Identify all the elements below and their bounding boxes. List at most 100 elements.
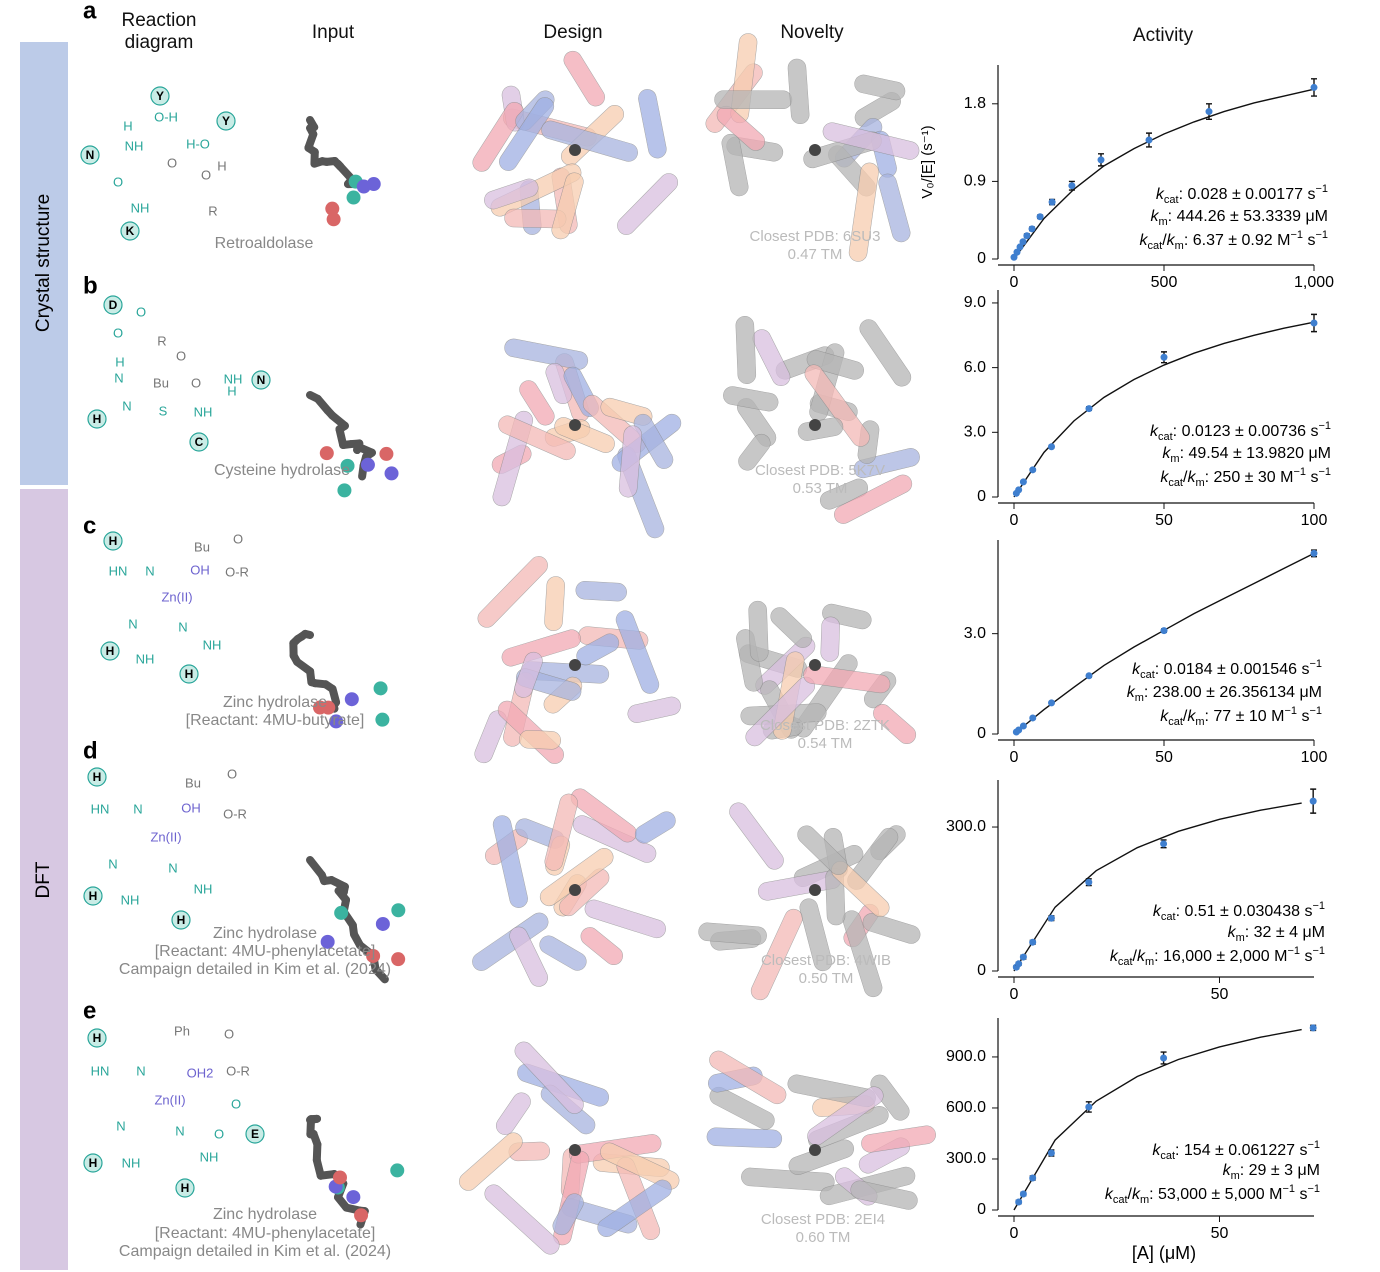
helix: [472, 101, 524, 172]
helix: [544, 793, 578, 871]
atom-label: NH: [131, 200, 150, 215]
annotation-run: m: [1159, 216, 1168, 228]
residue-badge: [83, 886, 103, 906]
helix: [709, 1086, 775, 1130]
annotation-run: m: [1195, 716, 1204, 728]
atom-label: O: [231, 1096, 241, 1111]
kinetic-annotation: kcat/km: 250 ± 30 M−1 s−1: [1160, 466, 1331, 489]
panel: d Zinc hydrolase[Reactant: 4MU-phenylacet…: [83, 737, 921, 1001]
helix: [770, 607, 813, 648]
residue-letter: Y: [156, 89, 164, 103]
residue-letter: D: [109, 298, 118, 312]
x-tick-label: 0: [1010, 512, 1019, 529]
x-tick-label: 50: [1155, 749, 1173, 766]
data-point: [1310, 319, 1318, 327]
annotation-run: k: [1110, 948, 1119, 965]
helix: [615, 610, 660, 694]
residue-badge: [120, 221, 140, 241]
annotation-run: k: [1160, 469, 1169, 486]
annotation-run: /: [1133, 948, 1138, 965]
atom-label: O: [136, 304, 146, 319]
panel: c Zinc hydrolase[Reactant: 4MU-butyrate] C…: [83, 512, 917, 764]
residue-badge: [179, 664, 199, 684]
helix: [477, 556, 548, 628]
ligand: [569, 144, 581, 156]
input-molecule: [304, 116, 381, 227]
column-header: Input: [311, 22, 355, 43]
kinetic-annotation: km: 32 ± 4 μM: [1228, 924, 1325, 944]
annotation-run: m: [1175, 240, 1184, 252]
y-tick-label: 6.0: [964, 359, 986, 376]
novelty-structure: [706, 1050, 936, 1210]
atom-label: N: [128, 616, 137, 631]
atom-label: O-R: [223, 806, 247, 821]
novelty-structure: [736, 600, 917, 747]
x-tick-label: 50: [1155, 512, 1173, 529]
atom: [356, 179, 371, 194]
atom-label: Bu: [185, 775, 201, 790]
column-header: Novelty: [780, 22, 844, 43]
atom-label: OH: [181, 800, 201, 815]
x-tick-label: 50: [1211, 986, 1229, 1003]
annotation-run: m: [1195, 477, 1204, 489]
annotation-run: /: [1183, 469, 1188, 486]
reaction-caption: Campaign detailed in Kim et al. (2024): [119, 1243, 391, 1260]
helix: [862, 913, 921, 944]
atom-label: O: [224, 1026, 234, 1041]
column-header: Activity: [1132, 25, 1194, 46]
design-structure: [472, 788, 676, 987]
annotation-run: s: [1295, 1186, 1307, 1203]
atom: [379, 446, 394, 461]
ligand: [809, 884, 821, 896]
helix: [850, 1180, 918, 1210]
annotation-run: k: [1127, 684, 1136, 701]
annotation-run: −1: [1290, 229, 1303, 241]
kinetic-annotation: kcat/km: 77 ± 10 M−1 s−1: [1160, 705, 1322, 728]
helix: [822, 122, 920, 160]
helix: [854, 74, 906, 101]
data-point: [1047, 1149, 1055, 1157]
annotation-run: k: [1167, 232, 1176, 249]
atom: [354, 1208, 369, 1223]
data-point: [1015, 486, 1023, 494]
helix: [501, 629, 581, 667]
annotation-run: : 0.51 ± 0.030438 s: [1176, 903, 1313, 920]
atom-label: R: [157, 333, 166, 348]
input-molecule: [306, 391, 399, 498]
y-tick-label: 0: [977, 962, 986, 979]
input-molecule: [289, 629, 390, 729]
helix: [738, 433, 771, 471]
y-tick-label: 300.0: [946, 818, 986, 835]
helix: [741, 1167, 835, 1192]
helix: [803, 665, 891, 694]
panel-letter: d: [83, 737, 98, 764]
x-tick-label: 100: [1301, 749, 1328, 766]
atom-label: O: [113, 174, 123, 189]
annotation-run: k: [1150, 423, 1159, 440]
input-molecule: [306, 856, 406, 984]
helix: [752, 329, 791, 387]
closest-pdb: Closest PDB: 2EI4: [761, 1211, 885, 1228]
design-structure: [491, 338, 682, 539]
atom-label: O-H: [154, 109, 178, 124]
annotation-run: s: [1300, 948, 1312, 965]
annotation-run: s: [1303, 232, 1315, 249]
ligand: [569, 884, 581, 896]
residue-badge: [251, 370, 271, 390]
atom-label: N: [133, 801, 142, 816]
atom: [391, 952, 406, 967]
kinetic-annotation: kcat/km: 6.37 ± 0.92 M−1 s−1: [1140, 229, 1328, 252]
atom-label: O: [113, 325, 123, 340]
kinetic-annotation: km: 49.54 ± 13.9820 μM: [1162, 445, 1331, 465]
annotation-run: −1: [1315, 183, 1328, 195]
atom-label: NH: [125, 138, 144, 153]
atom: [337, 483, 352, 498]
annotation-run: cat: [1161, 911, 1176, 923]
annotation-run: −1: [1309, 658, 1322, 670]
data-point: [1029, 938, 1037, 946]
annotation-run: : 238.00 ± 26.356134 μM: [1144, 684, 1322, 701]
y-tick-label: 0: [977, 1201, 986, 1218]
